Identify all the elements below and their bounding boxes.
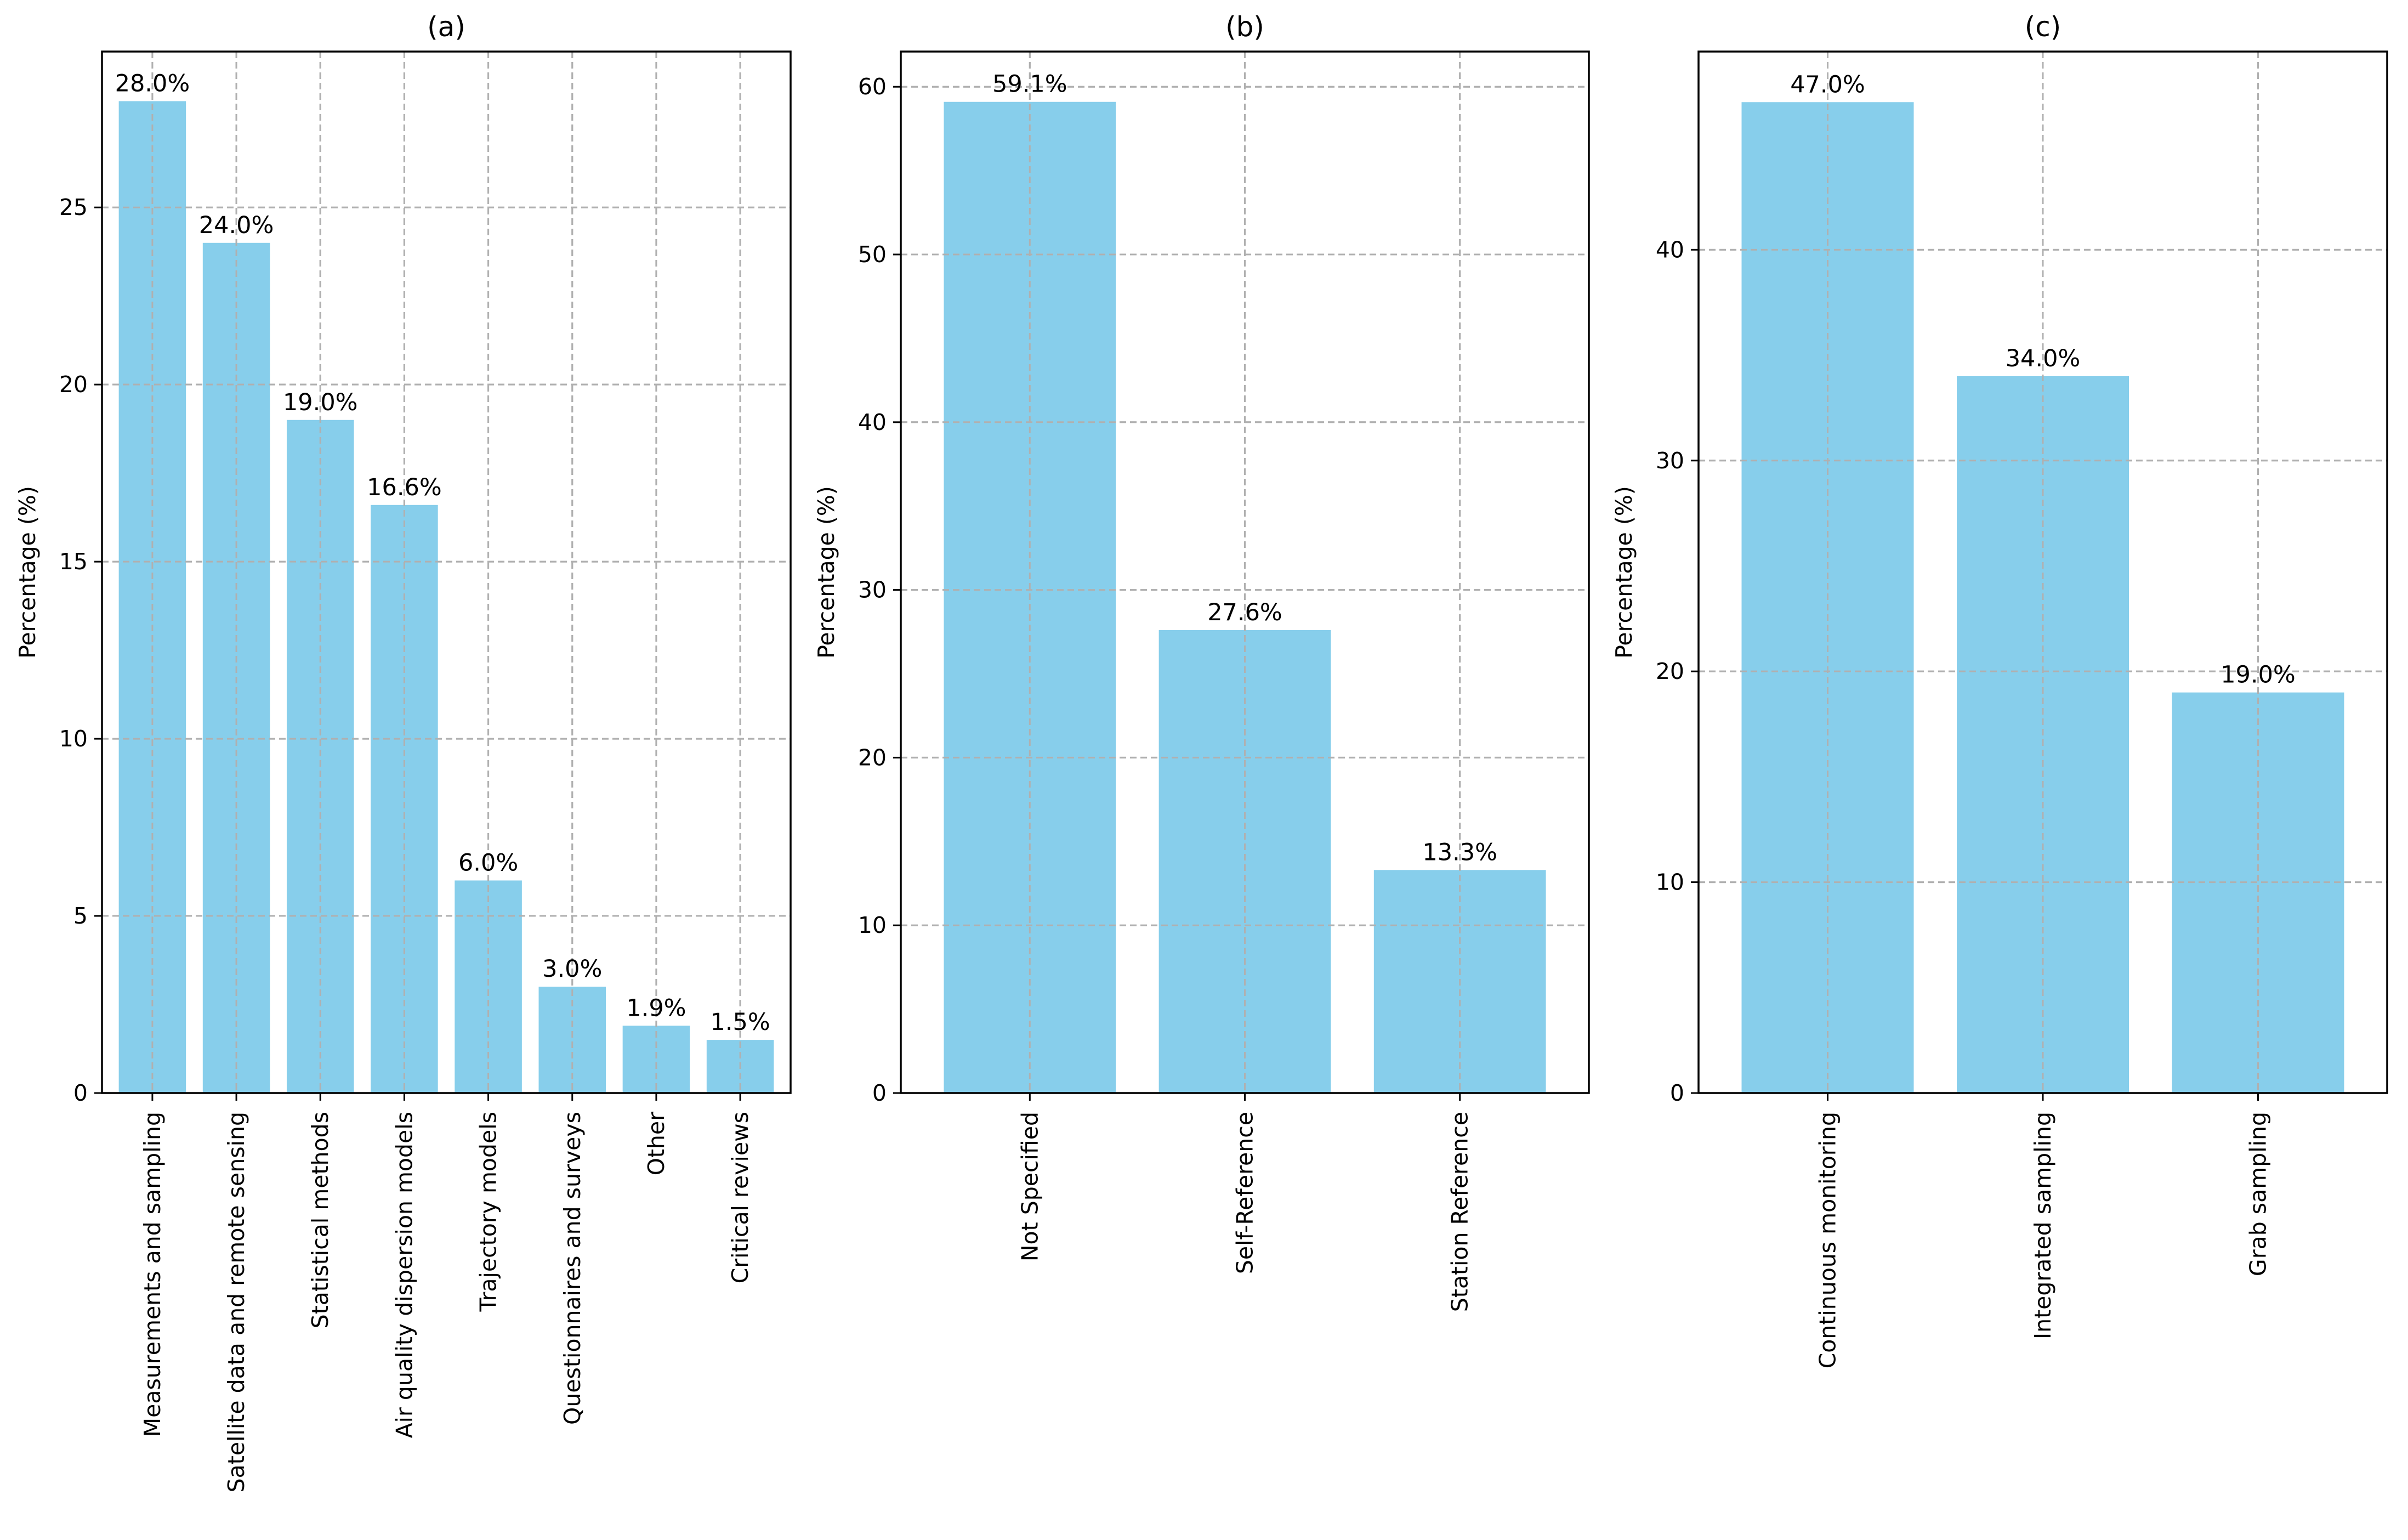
- x-tick-label: Critical reviews: [727, 1112, 753, 1283]
- x-tick-label: Questionnaires and surveys: [559, 1112, 586, 1425]
- x-tick-label: Integrated sampling: [2030, 1112, 2056, 1339]
- data-label: 1.5%: [710, 1009, 770, 1036]
- x-tick-label: Trajectory models: [475, 1112, 502, 1312]
- data-label: 59.1%: [992, 71, 1067, 98]
- data-label: 19.0%: [283, 389, 358, 416]
- chart-panel-2: 0 10 20 30 40 Continuous monitoring Integrated…: [1611, 11, 2388, 1368]
- y-tick-label: 20: [1656, 658, 1684, 684]
- x-tick-label: Measurements and sampling: [139, 1112, 166, 1437]
- y-tick-label: 50: [858, 241, 887, 268]
- data-label: 27.6%: [1207, 599, 1282, 626]
- y-axis-label: Percentage (%): [813, 486, 839, 659]
- y-axis-label: Percentage (%): [14, 486, 41, 659]
- data-label: 19.0%: [2220, 661, 2296, 689]
- y-tick-label: 10: [858, 912, 887, 938]
- data-label: 34.0%: [2006, 345, 2081, 372]
- y-tick-label: 20: [858, 744, 887, 771]
- x-tick-label: Satellite data and remote sensing: [223, 1112, 249, 1492]
- y-tick-label: 0: [872, 1080, 887, 1106]
- chart-panel-1: 0 10 20 30 40 50 60 Not Specified Self-Reference…: [813, 11, 1590, 1312]
- y-tick-label: 0: [1670, 1080, 1684, 1106]
- y-tick-label: 10: [59, 726, 88, 752]
- y-tick-label: 40: [858, 409, 887, 435]
- y-tick-label: 40: [1656, 236, 1684, 263]
- y-tick-label: 0: [73, 1080, 88, 1106]
- axes-frame: [101, 50, 792, 1094]
- x-tick-label: Grab sampling: [2245, 1112, 2271, 1276]
- data-label: 3.0%: [542, 955, 602, 983]
- data-label: 24.0%: [199, 212, 274, 239]
- y-axis-label: Percentage (%): [1611, 486, 1637, 659]
- y-tick-label: 30: [858, 577, 887, 603]
- y-tick-label: 10: [1656, 869, 1684, 896]
- data-label: 6.0%: [458, 849, 518, 876]
- chart-title: (c): [2025, 11, 2061, 43]
- chart-panel-0: 0 5 10 15 20 25 Measurements and sampling Satel…: [14, 11, 792, 1492]
- data-label: 1.9%: [626, 994, 686, 1022]
- x-tick-label: Other: [643, 1112, 669, 1176]
- x-tick-label: Air quality dispersion models: [391, 1112, 417, 1438]
- x-tick-label: Continuous monitoring: [1815, 1112, 1841, 1368]
- data-label: 47.0%: [1790, 71, 1865, 98]
- x-tick-label: Statistical methods: [307, 1112, 333, 1328]
- y-tick-label: 15: [59, 548, 88, 575]
- chart-title: (b): [1225, 11, 1264, 43]
- chart-title: (a): [427, 11, 465, 43]
- y-tick-label: 30: [1656, 448, 1684, 474]
- y-tick-label: 20: [59, 371, 88, 398]
- data-label: 28.0%: [115, 70, 190, 97]
- data-label: 13.3%: [1422, 839, 1497, 866]
- x-tick-label: Station Reference: [1447, 1112, 1473, 1312]
- x-tick-label: Not Specified: [1016, 1112, 1043, 1261]
- x-tick-label: Self-Reference: [1232, 1112, 1258, 1274]
- y-tick-label: 60: [858, 73, 887, 100]
- y-tick-label: 25: [59, 194, 88, 220]
- y-tick-label: 5: [73, 903, 88, 929]
- data-label: 16.6%: [367, 474, 442, 501]
